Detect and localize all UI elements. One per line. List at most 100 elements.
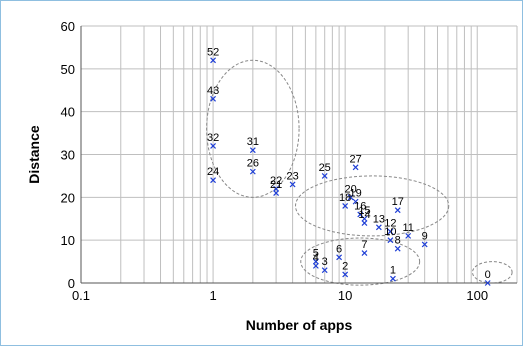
point-marker — [273, 185, 280, 192]
point-marker — [342, 202, 349, 209]
data-point: 9 — [421, 230, 428, 248]
point-marker — [347, 194, 354, 201]
x-tick-label: 0.1 — [72, 288, 90, 303]
axes — [80, 26, 517, 284]
data-point: 22 — [270, 175, 282, 192]
point-marker — [352, 198, 359, 205]
point-marker — [352, 164, 359, 171]
data-point: 2 — [342, 260, 349, 278]
data-point: 13 — [373, 213, 385, 231]
point-label: 3 — [322, 256, 328, 268]
point-label: 24 — [207, 166, 219, 178]
cluster-ellipse — [295, 175, 450, 237]
point-label: 15 — [358, 205, 370, 217]
point-label: 6 — [336, 243, 342, 255]
point-label: 5 — [313, 248, 319, 260]
point-label: 17 — [392, 196, 404, 208]
y-tick-label: 50 — [61, 62, 75, 77]
y-tick-label: 30 — [61, 148, 75, 163]
point-label: 23 — [286, 170, 298, 182]
point-label: 11 — [402, 222, 413, 234]
data-point: 43 — [207, 85, 219, 102]
point-marker — [361, 220, 368, 226]
point-marker — [387, 237, 394, 244]
cluster-ellipses — [206, 59, 513, 286]
data-point: 25 — [319, 162, 331, 179]
cluster-ellipse — [300, 237, 421, 286]
point-marker — [210, 95, 217, 102]
point-marker — [484, 280, 491, 286]
point-marker — [405, 232, 412, 239]
data-point: 27 — [349, 153, 362, 171]
point-marker — [357, 211, 364, 218]
data-point: 15 — [358, 205, 371, 222]
point-marker — [210, 57, 217, 64]
x-tick-label: 1 — [209, 288, 216, 303]
point-label: 13 — [373, 213, 385, 225]
point-marker — [210, 177, 217, 184]
point-label: 4 — [313, 252, 319, 264]
y-tick-label: 0 — [68, 276, 75, 291]
point-marker — [390, 275, 396, 282]
data-point: 18 — [339, 192, 351, 209]
data-point: 20 — [345, 183, 357, 201]
data-point: 4 — [313, 252, 319, 269]
point-label: 20 — [345, 183, 357, 195]
point-label: 8 — [395, 235, 401, 247]
point-label: 22 — [270, 175, 282, 187]
data-point: 17 — [392, 196, 404, 214]
point-marker — [312, 258, 319, 265]
point-label: 25 — [319, 162, 331, 174]
data-point: 12 — [384, 218, 397, 235]
point-label: 10 — [384, 226, 396, 238]
data-point: 14 — [358, 209, 371, 226]
point-marker — [249, 168, 256, 175]
point-marker — [210, 143, 217, 149]
cluster-ellipse — [471, 261, 513, 284]
data-point: 5 — [313, 248, 319, 265]
point-marker — [321, 172, 328, 179]
data-point: 10 — [384, 226, 397, 244]
x-axis-title: Number of apps — [246, 317, 353, 333]
point-label: 21 — [270, 179, 282, 191]
x-tick-label: 100 — [466, 288, 488, 303]
y-tick-label: 40 — [61, 105, 75, 120]
point-label: 12 — [384, 218, 396, 230]
point-marker — [342, 271, 349, 278]
point-marker — [312, 262, 319, 269]
data-point: 52 — [207, 46, 219, 64]
point-marker — [394, 245, 401, 252]
point-label: 7 — [361, 239, 367, 251]
data-point: 11 — [402, 222, 414, 239]
y-axis-title: Distance — [26, 125, 42, 184]
point-marker — [387, 228, 394, 235]
data-point: 3 — [322, 256, 328, 274]
point-marker — [421, 241, 428, 248]
data-point: 24 — [207, 166, 219, 184]
point-label: 52 — [207, 46, 219, 58]
point-label: 27 — [349, 153, 361, 165]
point-marker — [336, 254, 343, 261]
point-marker — [273, 190, 280, 196]
data-point: 0 — [485, 269, 491, 286]
data-point: 16 — [354, 200, 366, 218]
point-marker — [394, 207, 401, 214]
data-point: 32 — [207, 132, 219, 149]
point-label: 18 — [339, 192, 351, 204]
point-label: 26 — [247, 158, 259, 170]
point-marker — [361, 215, 368, 222]
data-point: 23 — [286, 170, 299, 188]
data-point: 8 — [395, 235, 401, 252]
data-point: 6 — [336, 243, 343, 261]
point-label: 32 — [207, 132, 219, 144]
point-label: 2 — [342, 260, 348, 272]
point-label: 1 — [390, 265, 396, 277]
grid-lines — [80, 25, 518, 284]
data-point: 19 — [349, 188, 362, 205]
x-tick-label: 10 — [338, 288, 352, 303]
data-point: 1 — [390, 265, 396, 282]
data-point: 7 — [361, 239, 368, 256]
point-marker — [361, 250, 368, 256]
point-label: 9 — [422, 230, 428, 242]
